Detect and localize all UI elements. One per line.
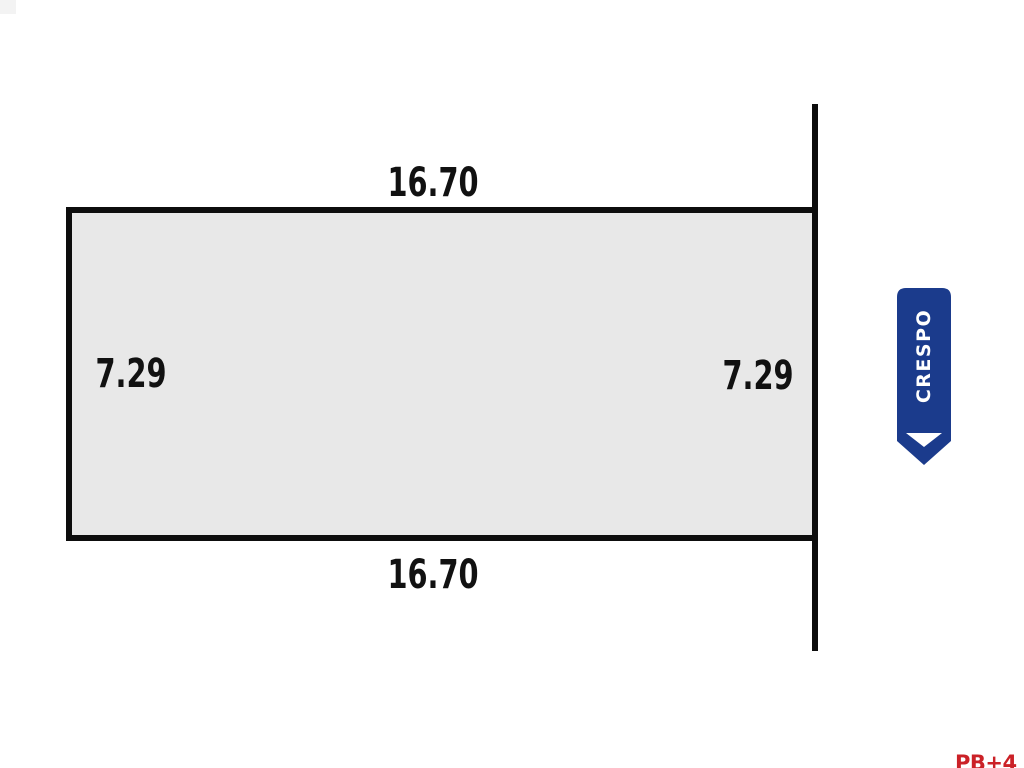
street-name-label: CRESPO bbox=[913, 308, 935, 404]
arrow-down-icon bbox=[906, 433, 942, 447]
banner-shape bbox=[897, 288, 951, 465]
corner-artifact bbox=[0, 0, 16, 14]
dimension-label-right: 7.29 bbox=[722, 353, 794, 399]
street-banner-ribbon bbox=[897, 288, 951, 465]
zoning-note-label: PB+4 bbox=[955, 751, 1017, 768]
dimension-label-top: 16.70 bbox=[387, 160, 479, 206]
dimension-label-left: 7.29 bbox=[95, 351, 167, 397]
lot-parcel bbox=[66, 207, 818, 541]
dimension-label-bottom: 16.70 bbox=[387, 552, 479, 598]
